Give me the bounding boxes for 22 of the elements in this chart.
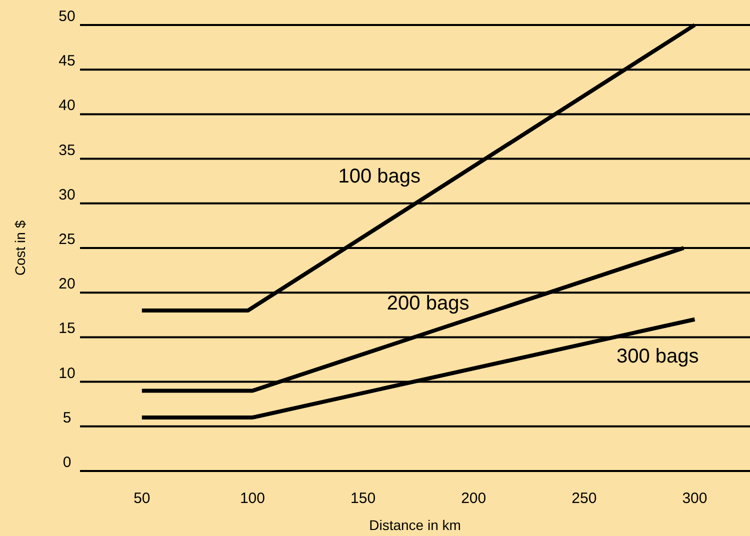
series-label: 100 bags (338, 166, 421, 188)
x-tick-label: 250 (572, 490, 597, 507)
series-label: 300 bags (616, 345, 699, 368)
y-tick-label: 5 (62, 409, 72, 426)
x-tick-label: 100 (240, 490, 265, 507)
y-tick-label: 50 (58, 8, 76, 25)
y-axis-title: Cost in $ (12, 220, 28, 276)
x-axis-title: Distance in km (369, 517, 461, 533)
y-tick-label: 20 (58, 276, 76, 293)
y-tick-label: 0 (62, 454, 72, 471)
y-tick-label: 45 (58, 52, 76, 70)
x-tick-label: 300 (682, 490, 708, 507)
series-label: 200 bags (386, 292, 470, 314)
x-tick-label: 200 (461, 490, 486, 507)
y-tick-label: 30 (58, 186, 76, 204)
x-tick-label: 50 (134, 490, 150, 507)
y-tick-label: 35 (58, 142, 76, 159)
x-tick-label: 150 (350, 490, 376, 507)
y-tick-label: 40 (58, 97, 76, 114)
y-tick-label: 25 (58, 231, 76, 248)
y-tick-label: 15 (58, 320, 76, 338)
y-tick-label: 10 (58, 364, 76, 382)
